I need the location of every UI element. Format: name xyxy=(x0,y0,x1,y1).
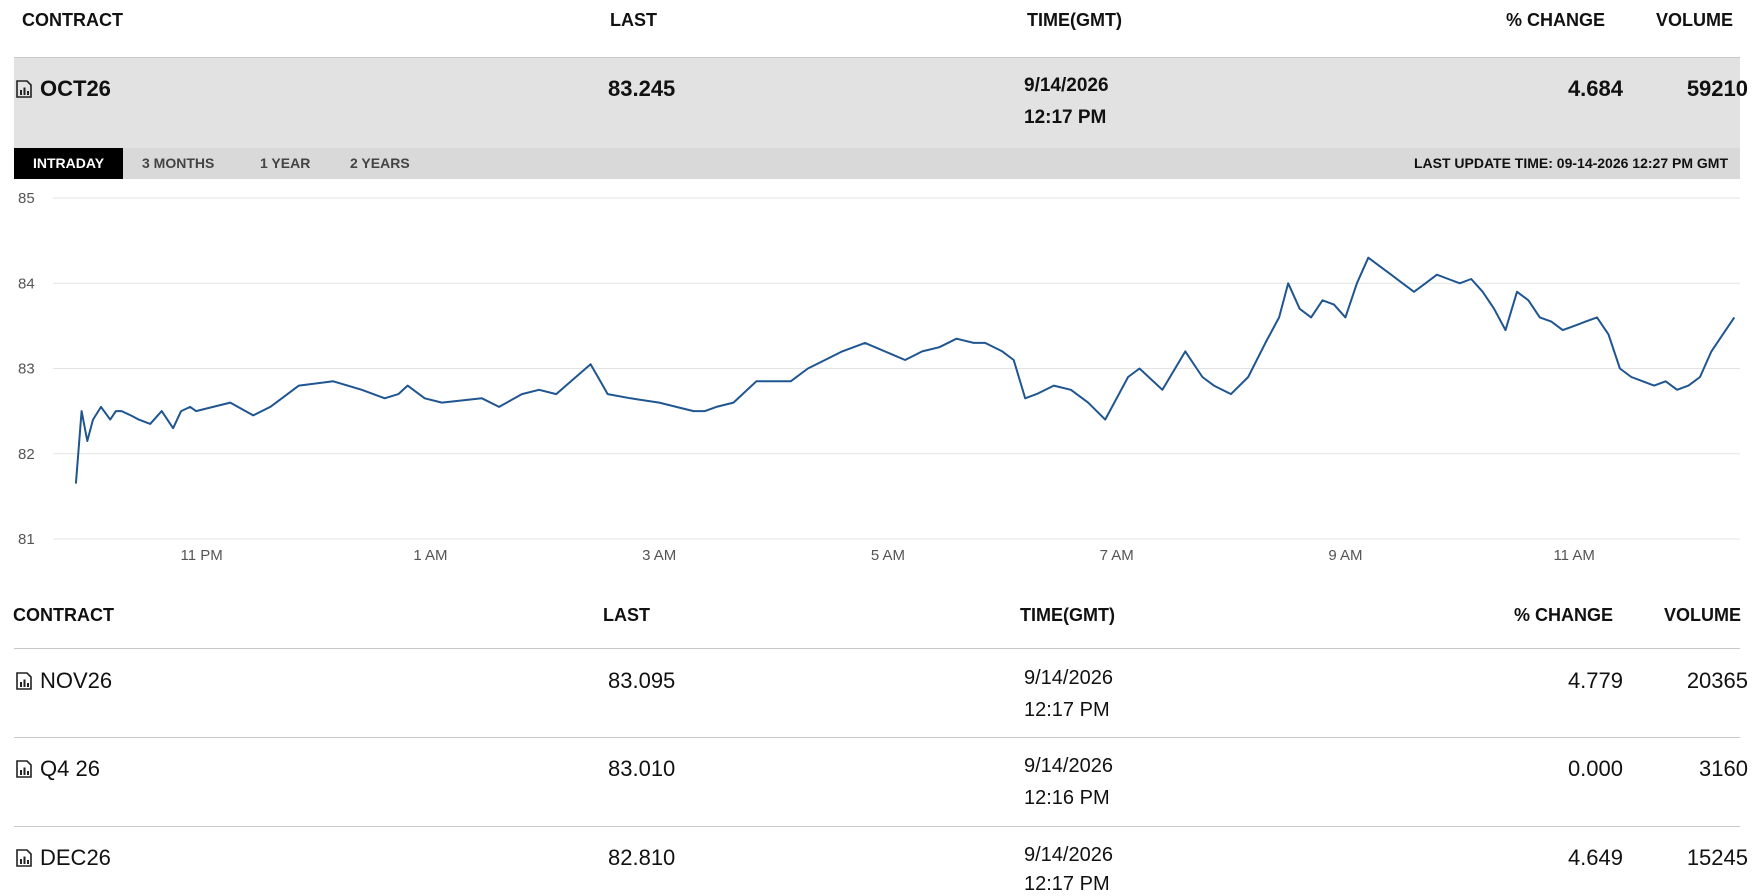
y-tick-label: 82 xyxy=(18,446,35,463)
tab-3-months[interactable]: 3 MONTHS xyxy=(142,155,215,171)
col-header-last: LAST xyxy=(610,10,657,30)
tab-intraday[interactable]: INTRADAY xyxy=(14,148,124,179)
table-row[interactable]: Q4 26 83.010 9/14/2026 12:16 PM 0.000 31… xyxy=(0,738,1753,826)
x-tick-label: 1 AM xyxy=(413,547,447,564)
row-last-price: 82.810 xyxy=(608,845,676,870)
price-series-line xyxy=(74,256,1736,484)
x-tick-label: 11 PM xyxy=(181,547,223,564)
main-contract-name[interactable]: OCT26 xyxy=(40,76,111,101)
col-header-time: TIME(GMT) xyxy=(1027,10,1122,30)
chart-document-icon[interactable] xyxy=(16,672,32,690)
chart-document-icon[interactable] xyxy=(16,80,32,98)
row-volume: 15245 xyxy=(1686,845,1748,870)
row-date: 9/14/2026 xyxy=(1024,844,1113,866)
table-header-pct-change: % CHANGE xyxy=(1514,605,1614,625)
row-date: 9/14/2026 xyxy=(1024,755,1113,777)
chart-document-icon[interactable] xyxy=(16,849,32,867)
intraday-price-chart: 85 84 83 82 81 11 PM 1 AM 3 AM 5 AM 7 AM 9 AM 11 A… xyxy=(18,190,1740,564)
main-volume: 59210 xyxy=(1686,76,1748,101)
col-header-pct-change: % CHANGE xyxy=(1506,10,1606,30)
row-divider xyxy=(14,737,1740,738)
y-tick-label: 81 xyxy=(18,531,35,548)
table-header-time: TIME(GMT) xyxy=(1020,605,1115,625)
row-pct-change: 4.779 xyxy=(1567,668,1623,693)
row-last-price: 83.095 xyxy=(608,668,676,693)
col-header-contract: CONTRACT xyxy=(22,10,123,30)
table-header-contract: CONTRACT xyxy=(13,605,114,625)
row-time: 12:17 PM xyxy=(1024,699,1110,721)
row-volume: 20365 xyxy=(1686,668,1748,693)
x-tick-label: 11 AM xyxy=(1553,547,1594,564)
row-time: 12:17 PM xyxy=(1024,873,1110,895)
main-contract-row[interactable] xyxy=(14,58,1740,148)
table-row[interactable]: NOV26 83.095 9/14/2026 12:17 PM 4.779 20… xyxy=(0,649,1753,737)
last-update-time: LAST UPDATE TIME: 09-14-2026 12:27 PM GM… xyxy=(1413,155,1728,171)
row-contract-name[interactable]: Q4 26 xyxy=(40,756,100,781)
chart-document-icon[interactable] xyxy=(16,760,32,778)
row-contract-name[interactable]: DEC26 xyxy=(40,845,111,870)
x-tick-label: 9 AM xyxy=(1328,547,1362,564)
x-tick-label: 5 AM xyxy=(871,547,905,564)
row-time: 12:16 PM xyxy=(1024,787,1110,809)
col-header-volume: VOLUME xyxy=(1656,10,1734,30)
main-last-price: 83.245 xyxy=(608,76,676,101)
header-divider xyxy=(14,57,1740,58)
row-divider xyxy=(14,826,1740,827)
row-date: 9/14/2026 xyxy=(1024,667,1113,689)
table-header-last: LAST xyxy=(603,605,650,625)
y-tick-label: 84 xyxy=(18,275,35,292)
x-tick-label: 3 AM xyxy=(642,547,676,564)
row-contract-name[interactable]: NOV26 xyxy=(40,668,113,693)
table-header-volume: VOLUME xyxy=(1664,605,1742,625)
tab-1-year[interactable]: 1 YEAR xyxy=(260,155,311,171)
row-pct-change: 4.649 xyxy=(1567,845,1623,870)
main-time: 12:17 PM xyxy=(1024,107,1107,128)
table-header-divider xyxy=(14,648,1740,649)
tab-2-years[interactable]: 2 YEARS xyxy=(350,155,410,171)
main-pct-change: 4.684 xyxy=(1567,76,1623,101)
row-volume: 3160 xyxy=(1699,756,1748,781)
main-date: 9/14/2026 xyxy=(1024,75,1109,96)
row-pct-change: 0.000 xyxy=(1567,756,1623,781)
y-tick-label: 85 xyxy=(18,190,35,207)
y-tick-label: 83 xyxy=(18,361,35,378)
x-tick-label: 7 AM xyxy=(1100,547,1134,564)
table-row[interactable]: DEC26 82.810 9/14/2026 12:17 PM 4.649 15… xyxy=(0,827,1753,895)
range-tab-bar: INTRADAY 3 MONTHS 1 YEAR 2 YEARS LAST UP… xyxy=(14,148,1740,179)
row-last-price: 83.010 xyxy=(608,756,676,781)
